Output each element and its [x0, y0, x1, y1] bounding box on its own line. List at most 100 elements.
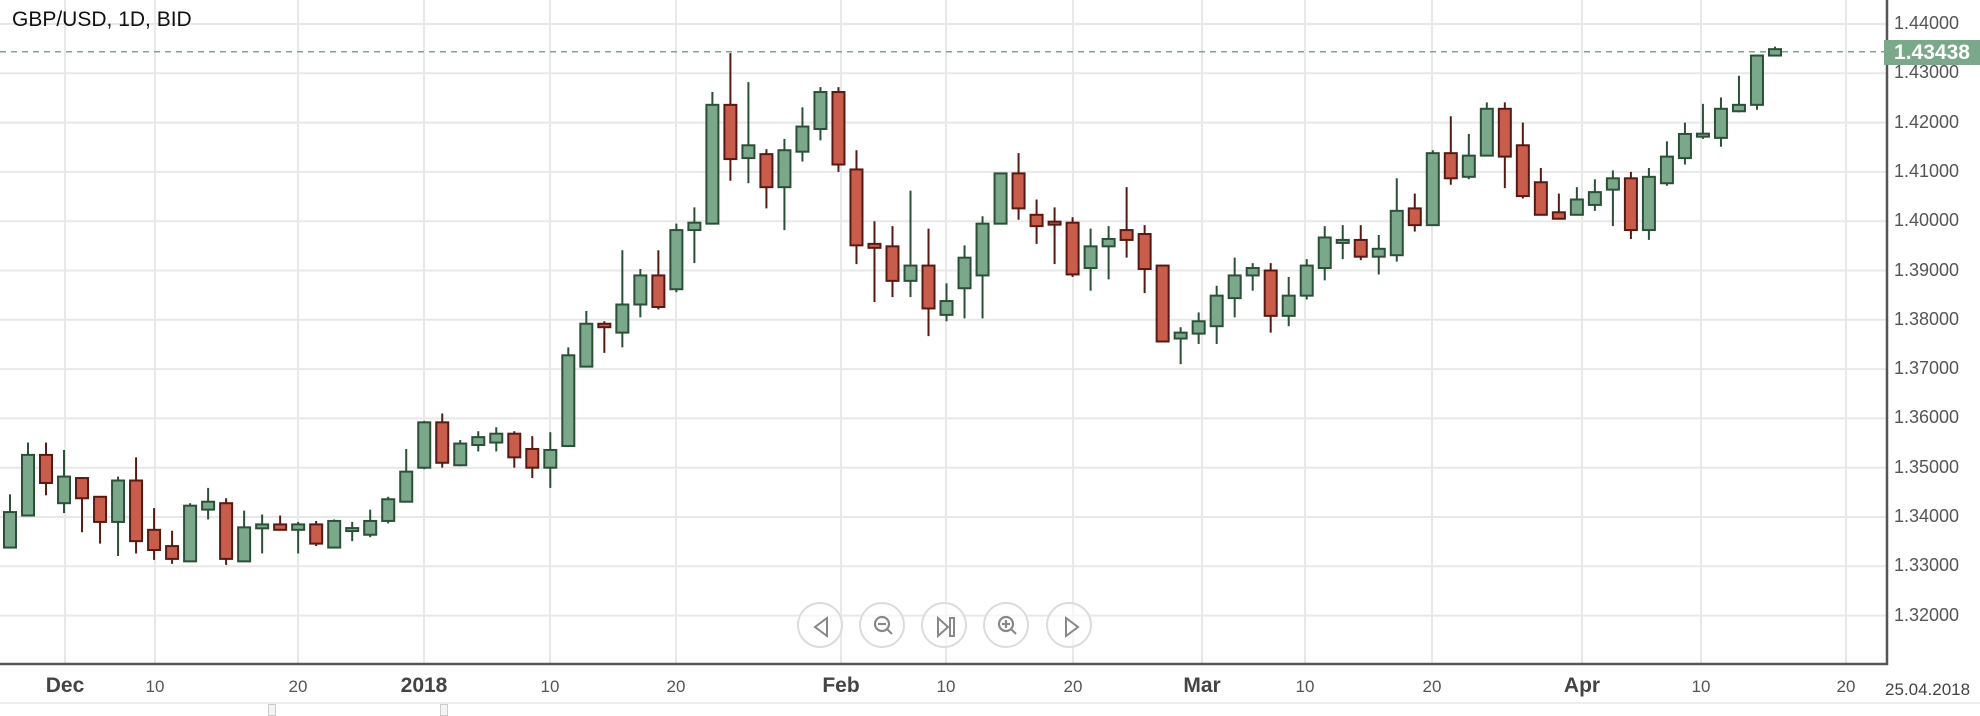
- x-tick-label: 10: [145, 677, 165, 696]
- navigator-strip[interactable]: [0, 702, 1980, 714]
- end-date-label: 25.04.2018: [1885, 680, 1971, 699]
- candle: [615, 250, 630, 348]
- candle: [1749, 54, 1764, 110]
- candle: [705, 92, 720, 225]
- zoom-out-button[interactable]: [859, 602, 905, 648]
- candle: [1641, 167, 1656, 240]
- zoom-in-icon: [997, 615, 1017, 635]
- candle: [129, 457, 144, 554]
- x-tick-label: 20: [666, 677, 686, 696]
- candle: [1695, 103, 1710, 139]
- candle: [1587, 179, 1602, 211]
- candle: [597, 321, 612, 353]
- candle: [21, 442, 36, 517]
- zoom-out-icon: [873, 615, 893, 635]
- candle: [183, 503, 198, 563]
- reset-to-latest-button[interactable]: [921, 602, 967, 648]
- candle: [1029, 199, 1044, 244]
- candle: [1191, 312, 1206, 344]
- candle: [777, 138, 792, 231]
- candle: [309, 520, 324, 547]
- candle: [93, 495, 108, 544]
- candle: [57, 449, 72, 514]
- candle: [1533, 167, 1548, 216]
- candle: [1389, 178, 1404, 262]
- candle: [831, 87, 846, 172]
- triangle-right-icon: [1065, 616, 1080, 638]
- candle: [975, 216, 990, 319]
- candle: [1317, 226, 1332, 281]
- candle: [849, 150, 864, 265]
- navigator-right-handle[interactable]: [440, 704, 448, 716]
- candle: [795, 107, 810, 162]
- y-tick-label: 1.43000: [1894, 62, 1960, 83]
- candle: [399, 448, 414, 503]
- x-tick-label: Dec: [45, 674, 85, 697]
- candle: [1137, 225, 1152, 294]
- candle: [1569, 187, 1584, 216]
- candle: [111, 476, 126, 556]
- candle: [1083, 228, 1098, 291]
- candle: [417, 420, 432, 470]
- candle: [723, 53, 738, 181]
- candle: [219, 498, 234, 565]
- candle: [813, 87, 828, 141]
- y-tick-label: 1.35000: [1894, 456, 1960, 477]
- candle: [921, 228, 936, 337]
- candle: [201, 487, 216, 520]
- candle: [1425, 150, 1440, 227]
- candles: [3, 46, 1782, 565]
- candle: [1047, 207, 1062, 265]
- candle: [1209, 285, 1224, 344]
- candle: [525, 436, 540, 479]
- candle: [1515, 122, 1530, 199]
- candle: [741, 82, 756, 184]
- candle: [1551, 193, 1566, 220]
- candle: [1065, 217, 1080, 277]
- candle: [957, 245, 972, 319]
- candle: [1119, 187, 1134, 258]
- candle: [1173, 327, 1188, 365]
- candle: [1011, 153, 1026, 220]
- candle: [885, 226, 900, 298]
- candle: [1605, 170, 1620, 227]
- y-tick-label: 1.33000: [1894, 555, 1960, 576]
- candle: [1335, 225, 1350, 260]
- candle: [435, 413, 450, 468]
- y-tick-label: 1.40000: [1894, 210, 1960, 231]
- candle: [75, 477, 90, 533]
- x-tick-label: 10: [540, 677, 560, 696]
- y-tick-label: 1.39000: [1894, 259, 1960, 280]
- candle: [1371, 235, 1386, 275]
- candle: [165, 530, 180, 564]
- y-tick-label: 1.44000: [1894, 13, 1960, 33]
- scroll-left-button[interactable]: [797, 602, 843, 648]
- candle: [1353, 225, 1368, 261]
- navigator-left-handle[interactable]: [268, 704, 276, 716]
- candle: [453, 440, 468, 467]
- x-tick-label: 10: [1691, 677, 1711, 696]
- candle: [867, 221, 882, 303]
- candle: [1479, 102, 1494, 157]
- candle: [489, 427, 504, 452]
- candle: [543, 432, 558, 488]
- candle: [1443, 116, 1458, 185]
- candle: [471, 431, 486, 452]
- candle: [255, 514, 270, 554]
- candle: [1497, 102, 1512, 189]
- scroll-right-button[interactable]: [1046, 602, 1092, 648]
- candle: [1245, 263, 1260, 291]
- skip-to-end-icon: [937, 615, 955, 639]
- candle: [1299, 259, 1314, 300]
- zoom-in-button[interactable]: [983, 602, 1029, 648]
- candle: [651, 250, 666, 310]
- candle: [579, 310, 594, 368]
- candle: [507, 431, 522, 468]
- candle: [345, 521, 360, 542]
- candle: [1407, 193, 1422, 232]
- candle: [273, 515, 288, 531]
- y-tick-label: 1.41000: [1894, 160, 1960, 181]
- candle: [633, 269, 648, 318]
- candle: [1461, 133, 1476, 180]
- current-price-tag: 1.43438: [1884, 40, 1980, 65]
